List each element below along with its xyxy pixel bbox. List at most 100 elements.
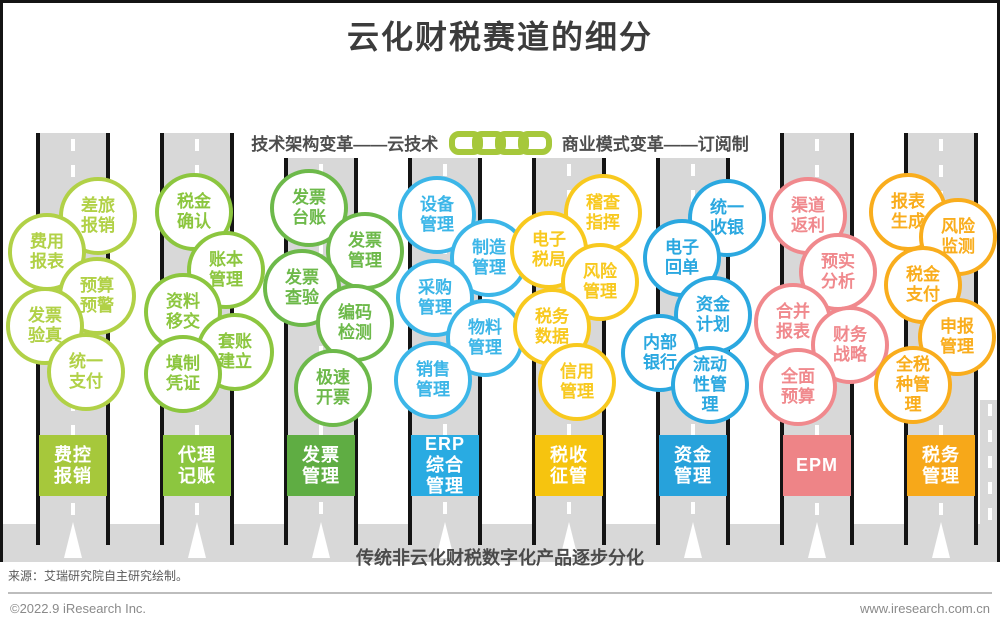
merge-triangle xyxy=(64,522,82,558)
bubble-line: 种管 xyxy=(896,375,930,394)
bubble-line: 制造 xyxy=(472,238,506,257)
bubble-line: 统一 xyxy=(710,198,744,217)
bubble-line: 管理 xyxy=(420,215,454,234)
footer-divider xyxy=(8,592,992,594)
merge-triangle xyxy=(312,522,330,558)
bubble-line: 数据 xyxy=(535,327,569,346)
lane-label-box: 资金 管理 xyxy=(659,435,727,496)
lane-label-line: 管理 xyxy=(302,465,340,486)
bubble-line: 预算 xyxy=(80,276,114,295)
lane-label-line: 管理 xyxy=(922,465,960,486)
bubble-line: 理 xyxy=(701,395,719,414)
lane-label-line: ERP xyxy=(424,434,465,454)
merge-triangle xyxy=(188,522,206,558)
lane-label-line: 代理 xyxy=(178,444,216,465)
bubble-line: 稽查 xyxy=(586,193,620,212)
chain-links-icon xyxy=(449,131,552,155)
lane-label-line: 记账 xyxy=(178,465,216,486)
lane-label-line: 管理 xyxy=(426,476,464,496)
lane-label-line: 管理 xyxy=(674,465,712,486)
segment-bubble: 发票 台账 xyxy=(270,169,348,247)
bubble-line: 凭证 xyxy=(166,374,200,393)
lane-label-line: 报销 xyxy=(54,465,92,486)
segment-bubble: 发票 验真 xyxy=(6,287,84,365)
lane-label-line: 综合 xyxy=(426,455,464,475)
bubble-line: 开票 xyxy=(316,388,350,407)
segment-bubble: 统一 支付 xyxy=(47,333,125,411)
lane-label-box: 代理 记账 xyxy=(163,435,231,496)
segment-bubble: 全税 种管理 xyxy=(874,346,952,424)
bubble-line: 电子 xyxy=(665,238,699,257)
bubble-line: 预警 xyxy=(80,296,114,315)
bubble-line: 管理 xyxy=(940,337,974,356)
bubble-line: 报表 xyxy=(776,322,810,341)
bubble-line: 性管 xyxy=(693,375,727,394)
bubble-line: 资金 xyxy=(696,295,730,314)
bottom-band-label: 传统非云化财税数字化产品逐步分化 xyxy=(356,548,644,568)
bubble-line: 信用 xyxy=(560,362,594,381)
lane-label-box: 税务 管理 xyxy=(907,435,975,496)
bubble-line: 管理 xyxy=(418,298,452,317)
bubble-line: 查验 xyxy=(285,288,319,307)
copyright-label: ©2022.9 iResearch Inc. xyxy=(10,601,147,616)
bubble-line: 建立 xyxy=(218,352,252,371)
bubble-line: 收银 xyxy=(710,218,744,237)
lane-label-line: EPM xyxy=(795,455,838,475)
bubble-line: 差旅 xyxy=(81,196,115,215)
bubble-line: 指挥 xyxy=(586,213,620,232)
bubble-line: 发票 xyxy=(28,306,62,325)
lane-label-line: 发票 xyxy=(302,444,340,465)
bubble-line: 税务 xyxy=(535,307,569,326)
bubble-line: 费用 xyxy=(30,232,64,251)
bubble-line: 报销 xyxy=(81,216,115,235)
bubble-line: 内部 xyxy=(643,333,677,352)
lane-label-box: 发票 管理 xyxy=(287,435,355,496)
road-center-dash xyxy=(988,404,992,520)
merge-triangle xyxy=(436,522,454,558)
segment-bubble: 流动 性管理 xyxy=(671,346,749,424)
bubble-line: 流动 xyxy=(693,355,727,374)
source-note: 来源：艾瑞研究院自主研究绘制。 xyxy=(8,569,189,583)
bubble-line: 返利 xyxy=(791,216,825,235)
bubble-line: 确认 xyxy=(177,212,211,231)
merge-triangle xyxy=(684,522,702,558)
bubble-line: 发票 xyxy=(292,188,326,207)
bubble-line: 检测 xyxy=(338,323,372,342)
bubble-line: 支付 xyxy=(906,285,940,304)
bubble-line: 全面 xyxy=(781,367,815,386)
bubble-line: 套账 xyxy=(218,332,252,351)
lane-label-line: 征管 xyxy=(550,465,588,486)
bubble-line: 销售 xyxy=(416,360,450,379)
bubble-line: 管理 xyxy=(348,251,382,270)
subtitle-right-label: 商业模式变革——订阅制 xyxy=(561,135,749,154)
bubble-line: 采购 xyxy=(418,278,452,297)
lane-label-box: ERP 综合 管理 xyxy=(411,434,479,496)
subtitle-row: 技术架构变革——云技术 商业模式变革——订阅制 xyxy=(0,129,1000,157)
segment-bubble: 账本 管理 xyxy=(187,231,265,309)
lane-label-box: 税收 征管 xyxy=(535,435,603,496)
bubble-line: 风险 xyxy=(941,217,975,236)
page-title: 云化财税赛道的细分 xyxy=(346,19,653,55)
bubble-line: 监测 xyxy=(941,237,975,256)
bubble-line: 税金 xyxy=(177,192,211,211)
bubble-line: 分析 xyxy=(821,272,855,291)
frame-border-left xyxy=(0,0,3,562)
bubble-line: 渠道 xyxy=(791,196,825,215)
lane-label-line: 税务 xyxy=(922,444,960,465)
lane-label-line: 资金 xyxy=(674,444,712,465)
bubble-line: 回单 xyxy=(665,258,699,277)
bubble-line: 管理 xyxy=(416,380,450,399)
bubble-line: 发票 xyxy=(348,231,382,250)
merge-triangle xyxy=(808,522,826,558)
bubble-line: 账本 xyxy=(209,250,243,269)
bubble-line: 台账 xyxy=(292,208,326,227)
subtitle-left-label: 技术架构变革——云技术 xyxy=(251,135,439,154)
bubble-line: 战略 xyxy=(833,345,867,364)
bubble-line: 填制 xyxy=(166,354,200,373)
bubble-line: 银行 xyxy=(643,353,677,372)
bubble-line: 预实 xyxy=(821,252,855,271)
bubble-line: 管理 xyxy=(472,258,506,277)
lane-label-box: 费控 报销 xyxy=(39,435,107,496)
bubble-line: 预算 xyxy=(781,387,815,406)
bubble-line: 验真 xyxy=(28,326,62,345)
